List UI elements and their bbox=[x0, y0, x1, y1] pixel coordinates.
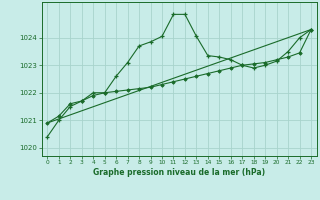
X-axis label: Graphe pression niveau de la mer (hPa): Graphe pression niveau de la mer (hPa) bbox=[93, 168, 265, 177]
